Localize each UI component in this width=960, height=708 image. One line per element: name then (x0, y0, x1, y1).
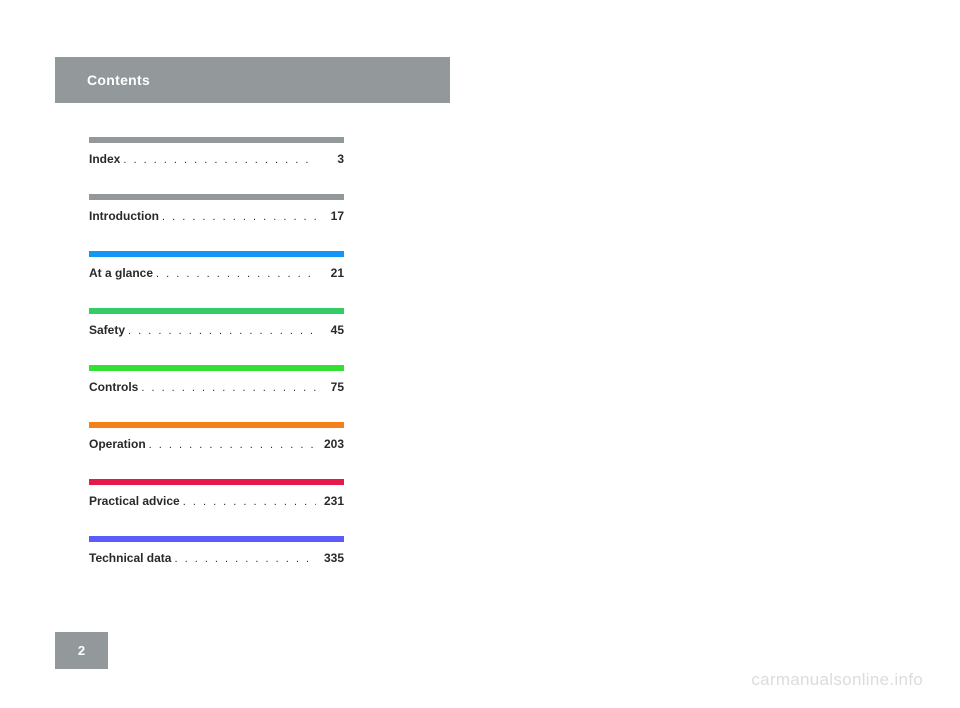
toc-label: Safety (89, 323, 125, 337)
toc-row[interactable]: At a glance. . . . . . . . . . . . . . .… (89, 266, 344, 280)
toc-row[interactable]: Introduction. . . . . . . . . . . . . . … (89, 209, 344, 223)
toc-label: Technical data (89, 551, 171, 565)
toc-item: Introduction. . . . . . . . . . . . . . … (89, 194, 344, 223)
page-number-box: 2 (55, 632, 108, 669)
toc-container: Index. . . . . . . . . . . . . . . . . .… (89, 137, 344, 593)
toc-item: Safety. . . . . . . . . . . . . . . . . … (89, 308, 344, 337)
toc-bar (89, 536, 344, 542)
toc-page: 21 (316, 266, 344, 280)
toc-bar (89, 251, 344, 257)
toc-bar (89, 194, 344, 200)
toc-dots: . . . . . . . . . . . . . . . . . . . . … (171, 553, 316, 565)
toc-dots: . . . . . . . . . . . . . . . . . . . . … (146, 439, 316, 451)
toc-label: Practical advice (89, 494, 180, 508)
toc-label: Controls (89, 380, 138, 394)
toc-page: 335 (316, 551, 344, 565)
toc-bar (89, 422, 344, 428)
toc-row[interactable]: Controls. . . . . . . . . . . . . . . . … (89, 380, 344, 394)
toc-dots: . . . . . . . . . . . . . . . . . . . . … (159, 211, 316, 223)
toc-page: 231 (316, 494, 344, 508)
toc-item: Index. . . . . . . . . . . . . . . . . .… (89, 137, 344, 166)
watermark: carmanualsonline.info (751, 670, 923, 690)
toc-row[interactable]: Safety. . . . . . . . . . . . . . . . . … (89, 323, 344, 337)
toc-label: At a glance (89, 266, 153, 280)
toc-page: 45 (316, 323, 344, 337)
toc-row[interactable]: Practical advice. . . . . . . . . . . . … (89, 494, 344, 508)
toc-label: Introduction (89, 209, 159, 223)
toc-item: At a glance. . . . . . . . . . . . . . .… (89, 251, 344, 280)
toc-dots: . . . . . . . . . . . . . . . . . . . . … (125, 325, 316, 337)
toc-dots: . . . . . . . . . . . . . . . . . . . . … (138, 382, 316, 394)
toc-bar (89, 308, 344, 314)
header-banner: Contents (55, 57, 450, 103)
toc-item: Technical data. . . . . . . . . . . . . … (89, 536, 344, 565)
toc-label: Index (89, 152, 120, 166)
toc-dots: . . . . . . . . . . . . . . . . . . . . … (120, 154, 316, 166)
toc-item: Operation. . . . . . . . . . . . . . . .… (89, 422, 344, 451)
toc-bar (89, 479, 344, 485)
toc-row[interactable]: Index. . . . . . . . . . . . . . . . . .… (89, 152, 344, 166)
toc-page: 75 (316, 380, 344, 394)
toc-label: Operation (89, 437, 146, 451)
toc-bar (89, 137, 344, 143)
toc-dots: . . . . . . . . . . . . . . . . . . . . … (153, 268, 316, 280)
toc-row[interactable]: Technical data. . . . . . . . . . . . . … (89, 551, 344, 565)
toc-page: 17 (316, 209, 344, 223)
toc-dots: . . . . . . . . . . . . . . . . . . . . … (180, 496, 316, 508)
toc-item: Practical advice. . . . . . . . . . . . … (89, 479, 344, 508)
toc-page: 3 (316, 152, 344, 166)
toc-bar (89, 365, 344, 371)
header-title: Contents (87, 72, 150, 88)
toc-item: Controls. . . . . . . . . . . . . . . . … (89, 365, 344, 394)
toc-row[interactable]: Operation. . . . . . . . . . . . . . . .… (89, 437, 344, 451)
toc-page: 203 (316, 437, 344, 451)
page-number: 2 (78, 643, 85, 658)
